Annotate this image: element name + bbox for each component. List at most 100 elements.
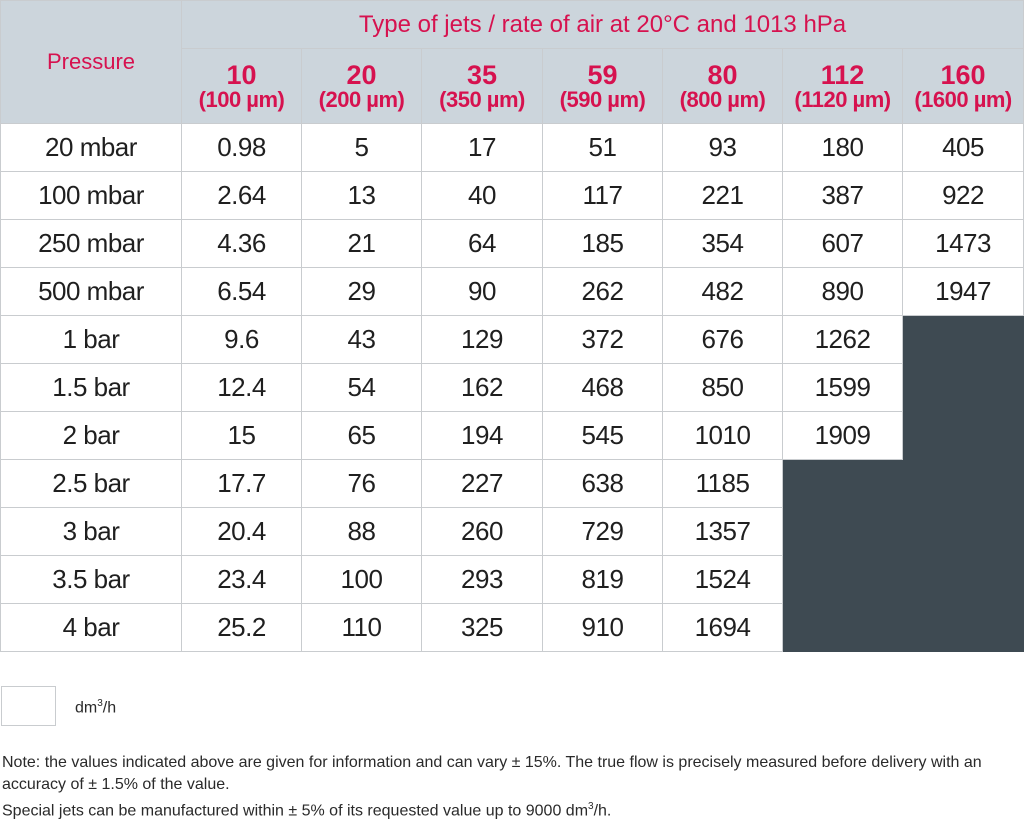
jet-header-5: 112 (1120 µm) xyxy=(782,48,903,124)
jet-diameter: (100 µm) xyxy=(198,86,285,112)
flow-value-cell: 1185 xyxy=(662,459,783,508)
table-row: 1.5 bar 12.4 54 162 468 850 1599 xyxy=(0,363,1024,412)
flow-value-cell: 88 xyxy=(301,507,422,556)
flow-value-cell: 729 xyxy=(542,507,663,556)
flow-value-cell: 12.4 xyxy=(181,363,302,412)
table-row: 2.5 bar 17.7 76 227 638 1185 xyxy=(0,459,1024,508)
pressure-cell: 1 bar xyxy=(0,315,182,364)
flow-value-cell: 387 xyxy=(782,171,903,220)
note-line-1: Note: the values indicated above are giv… xyxy=(2,754,982,793)
note-line-2: Special jets can be manufactured within … xyxy=(2,801,612,820)
flow-value-cell: 850 xyxy=(662,363,783,412)
flow-value-cell: 354 xyxy=(662,219,783,268)
flow-value-cell: 17 xyxy=(421,123,543,172)
flow-value-cell: 1694 xyxy=(662,603,783,652)
flow-value-cell: 325 xyxy=(421,603,543,652)
pressure-cell: 500 mbar xyxy=(0,267,182,316)
table-row: 500 mbar 6.54 29 90 262 482 890 1947 xyxy=(0,267,1024,316)
jet-header-0: 10 (100 µm) xyxy=(181,48,302,124)
jet-diameter: (350 µm) xyxy=(439,86,525,112)
flow-value-cell: 65 xyxy=(301,411,422,460)
pressure-cell: 2.5 bar xyxy=(0,459,182,508)
unavailable-cell xyxy=(901,411,1024,460)
flow-value-cell: 1947 xyxy=(901,267,1024,316)
flow-value-cell: 76 xyxy=(301,459,422,508)
flow-value-cell: 819 xyxy=(542,555,663,604)
flow-value-cell: 1524 xyxy=(662,555,783,604)
flow-value-cell: 129 xyxy=(421,315,543,364)
jet-number: 35 xyxy=(466,59,498,90)
flow-value-cell: 405 xyxy=(901,123,1024,172)
flow-value-cell: 482 xyxy=(662,267,783,316)
flow-value-cell: 13 xyxy=(301,171,422,220)
unavailable-cell xyxy=(901,459,1024,508)
unavailable-cell xyxy=(901,315,1024,364)
unavailable-cell xyxy=(901,363,1024,412)
jet-number: 59 xyxy=(587,59,618,90)
flow-value-cell: 20.4 xyxy=(181,507,302,556)
flow-value-cell: 93 xyxy=(662,123,783,172)
flow-value-cell: 910 xyxy=(542,603,663,652)
jet-header-6: 160 (1600 µm) xyxy=(901,48,1024,124)
flow-value-cell: 1473 xyxy=(901,219,1024,268)
table-row: 100 mbar 2.64 13 40 117 221 387 922 xyxy=(0,171,1024,220)
flow-value-cell: 1010 xyxy=(662,411,783,460)
flow-value-cell: 40 xyxy=(421,171,543,220)
flow-value-cell: 17.7 xyxy=(181,459,302,508)
jet-diameter: (200 µm) xyxy=(318,86,405,112)
flow-value-cell: 162 xyxy=(421,363,543,412)
flow-value-cell: 638 xyxy=(542,459,663,508)
flow-value-cell: 117 xyxy=(542,171,663,220)
unavailable-cell xyxy=(782,459,903,508)
table-body: 20 mbar 0.98 5 17 51 93 180 405 100 mbar 2.64 13 40… xyxy=(0,123,1024,652)
pressure-column-header: Pressure xyxy=(0,0,182,124)
flow-value-cell: 2.64 xyxy=(181,171,302,220)
flow-value-cell: 6.54 xyxy=(181,267,302,316)
flow-value-cell: 1599 xyxy=(782,363,903,412)
table-row: 20 mbar 0.98 5 17 51 93 180 405 xyxy=(0,123,1024,172)
flow-value-cell: 0.98 xyxy=(181,123,302,172)
table-row: 2 bar 15 65 194 545 1010 1909 xyxy=(0,411,1024,460)
flow-value-cell: 15 xyxy=(181,411,302,460)
jet-number: 80 xyxy=(707,59,738,90)
unavailable-cell xyxy=(901,603,1024,652)
pressure-cell: 4 bar xyxy=(0,603,182,652)
flow-value-cell: 4.36 xyxy=(181,219,302,268)
flow-value-cell: 29 xyxy=(301,267,422,316)
flow-value-cell: 676 xyxy=(662,315,783,364)
flow-value-cell: 227 xyxy=(421,459,543,508)
flow-value-cell: 221 xyxy=(662,171,783,220)
flow-value-cell: 922 xyxy=(901,171,1024,220)
table-row: 4 bar 25.2 110 325 910 1694 xyxy=(0,603,1024,652)
flow-value-cell: 5 xyxy=(301,123,422,172)
table-row: 3 bar 20.4 88 260 729 1357 xyxy=(0,507,1024,556)
flow-value-cell: 372 xyxy=(542,315,663,364)
jet-number: 112 xyxy=(820,59,865,90)
jet-diameter: (1120 µm) xyxy=(794,86,891,112)
pressure-cell: 1.5 bar xyxy=(0,363,182,412)
flow-value-cell: 64 xyxy=(421,219,543,268)
flow-value-cell: 90 xyxy=(421,267,543,316)
pressure-cell: 100 mbar xyxy=(0,171,182,220)
flow-value-cell: 293 xyxy=(421,555,543,604)
flow-value-cell: 1357 xyxy=(662,507,783,556)
jet-group-header: Type of jets / rate of air at 20°C and 1… xyxy=(180,0,1024,49)
flow-value-cell: 43 xyxy=(301,315,422,364)
flow-value-cell: 1909 xyxy=(782,411,903,460)
flow-value-cell: 180 xyxy=(782,123,903,172)
unavailable-cell xyxy=(782,507,903,556)
jet-diameter: (590 µm) xyxy=(559,86,646,112)
jet-number: 10 xyxy=(226,59,257,90)
flow-value-cell: 23.4 xyxy=(181,555,302,604)
flow-value-cell: 607 xyxy=(782,219,903,268)
unavailable-cell xyxy=(782,555,903,604)
pressure-cell: 2 bar xyxy=(0,411,182,460)
pressure-cell: 3 bar xyxy=(0,507,182,556)
jet-header-3: 59 (590 µm) xyxy=(542,48,663,124)
jet-header-1: 20 (200 µm) xyxy=(301,48,422,124)
legend-swatch xyxy=(1,686,56,726)
flow-value-cell: 100 xyxy=(301,555,422,604)
table-row: 250 mbar 4.36 21 64 185 354 607 1473 xyxy=(0,219,1024,268)
pressure-cell: 250 mbar xyxy=(0,219,182,268)
jet-number: 160 xyxy=(940,59,986,90)
